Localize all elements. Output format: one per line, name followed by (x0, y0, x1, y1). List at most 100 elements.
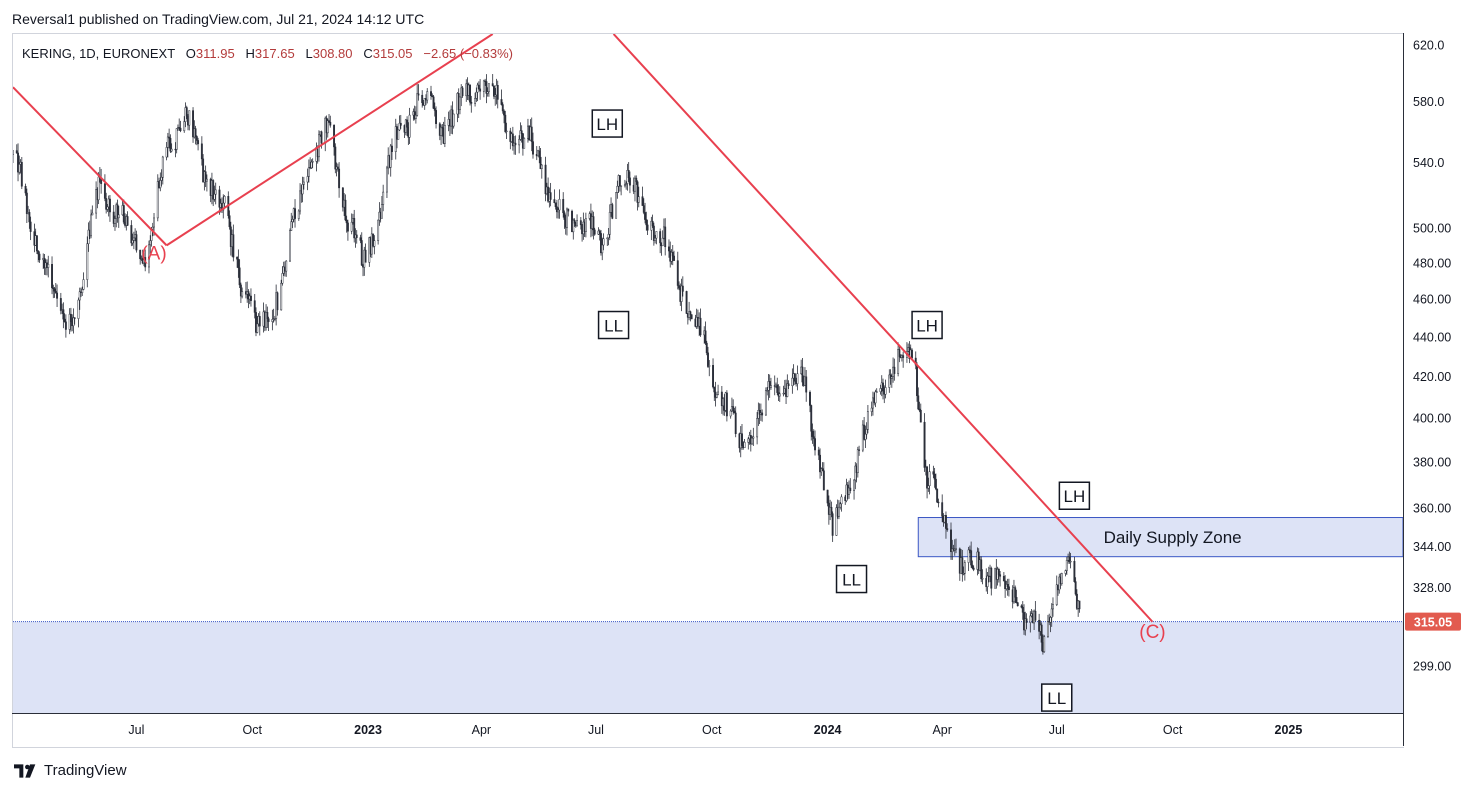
candle-342 (616, 180, 619, 199)
candle-496 (888, 369, 891, 393)
candle-233 (423, 98, 426, 110)
candle-544 (971, 560, 974, 570)
candle-299 (539, 148, 542, 170)
candle-body (382, 191, 385, 205)
candle-body (708, 365, 711, 367)
candle-1 (15, 144, 18, 154)
candle-591 (1055, 575, 1058, 607)
candle-522 (933, 467, 936, 488)
candle-383 (688, 301, 691, 321)
candle-body (519, 130, 522, 140)
candle-body (751, 437, 754, 445)
candle-body (934, 478, 937, 490)
candle-body (837, 506, 840, 517)
candle-531 (950, 522, 952, 560)
candle-body (168, 136, 171, 139)
candle-body (431, 95, 434, 98)
candle-body (673, 255, 675, 261)
candle-66 (130, 220, 133, 247)
candle-521 (932, 465, 935, 478)
candle-460 (822, 462, 825, 491)
candle-318 (573, 218, 576, 227)
candle-312 (563, 210, 566, 229)
candle-427 (766, 387, 769, 396)
annotation-box-7: LL (1041, 683, 1073, 712)
candle-595 (1060, 572, 1063, 586)
time-tick-label-7: Apr (932, 723, 951, 737)
candle-68 (132, 231, 135, 250)
candle-145 (267, 316, 270, 332)
candle-305 (549, 182, 552, 207)
close-label: C (363, 46, 373, 61)
candle-body (801, 366, 804, 383)
candle-167 (307, 159, 310, 183)
candle-399 (715, 393, 718, 399)
candle-329 (592, 211, 595, 240)
candle-13 (35, 235, 38, 255)
candle-body (870, 407, 873, 412)
candle-body (549, 192, 552, 200)
candle-body (290, 221, 293, 231)
candle-body (255, 312, 257, 333)
last-price-badge (1405, 612, 1461, 631)
candle-body (486, 91, 489, 94)
candle-340 (611, 202, 614, 220)
candle-200 (364, 243, 367, 263)
candle-body (747, 438, 750, 443)
candle-214 (389, 143, 392, 177)
candle-85 (161, 155, 164, 185)
candle-body (112, 211, 115, 224)
annotation-frame (597, 310, 630, 340)
candle-146 (271, 309, 274, 331)
candle-body (475, 91, 478, 99)
candle-body (500, 99, 503, 105)
price-tick-label-9: 380.00 (1413, 455, 1451, 469)
candle-body (725, 392, 728, 417)
candle-380 (681, 276, 684, 297)
price-tick-label-8: 400.00 (1413, 412, 1451, 426)
candle-135 (250, 288, 252, 307)
candle-body (256, 323, 259, 333)
candle-32 (69, 307, 72, 332)
candle-259 (469, 84, 471, 106)
candle-body (805, 376, 808, 393)
candle-body (297, 210, 300, 219)
candle-376 (676, 251, 679, 290)
candle-137 (255, 307, 257, 337)
candle-105 (197, 137, 200, 151)
time-tick-label-6: 2024 (814, 723, 842, 737)
candle-body (539, 156, 542, 169)
candle-588 (1049, 615, 1052, 633)
candle-body (707, 352, 709, 367)
candle-body (51, 263, 53, 289)
candle-body (651, 220, 654, 227)
candle-body (479, 88, 482, 92)
candle-86 (165, 142, 168, 161)
candle-301 (544, 156, 547, 202)
candle-580 (1034, 601, 1037, 622)
candle-443 (793, 372, 796, 385)
candle-278 (503, 109, 505, 124)
candle-160 (294, 199, 296, 228)
candle-373 (670, 249, 673, 265)
annotation-frame (591, 109, 624, 138)
candle-body (265, 312, 268, 328)
candle-body (936, 488, 939, 503)
candle-361 (650, 216, 653, 241)
candle-body (311, 161, 314, 163)
candle-178 (326, 118, 329, 138)
candle-605 (1078, 600, 1081, 613)
time-tick-label-3: Apr (472, 723, 491, 737)
candle-body (848, 487, 850, 495)
candle-309 (557, 207, 560, 219)
candle-body (511, 133, 514, 147)
candle-body (86, 243, 89, 280)
candle-body (63, 318, 66, 323)
candle-514 (918, 401, 921, 413)
candle-94 (178, 118, 181, 131)
annotation-frame (1058, 481, 1091, 510)
candle-body (1050, 608, 1053, 618)
candle-body (185, 107, 188, 117)
footer-brand[interactable]: TradingView (14, 762, 127, 779)
